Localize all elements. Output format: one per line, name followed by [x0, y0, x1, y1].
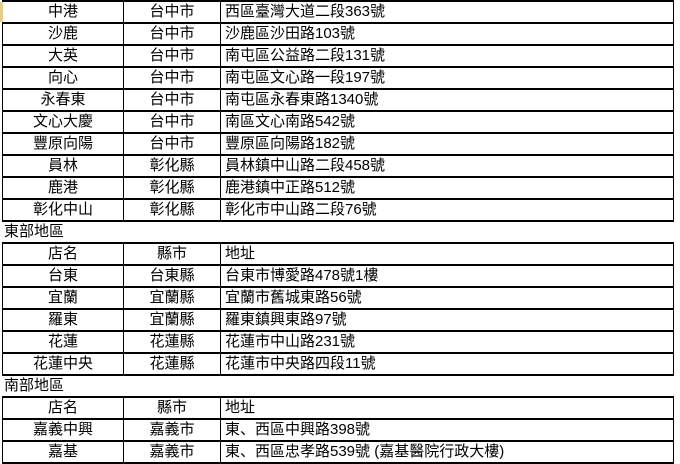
county-cell[interactable]: 台東縣: [123, 264, 221, 288]
county-cell[interactable]: 彰化縣: [123, 176, 221, 200]
table-row: 嘉義中興 嘉義市 東、西區中興路398號: [2, 418, 674, 442]
county-cell[interactable]: 台中市: [123, 110, 221, 134]
table-row: 彰化中山 彰化縣 彰化市中山路二段76號: [2, 198, 674, 222]
table-header-row: 店名 縣市 地址: [2, 396, 674, 420]
name-cell[interactable]: 員林: [2, 154, 124, 178]
name-cell[interactable]: 花蓮中央: [2, 352, 124, 376]
table-row: 宜蘭 宜蘭縣 宜蘭市舊城東路56號: [2, 286, 674, 310]
county-cell[interactable]: 宜蘭縣: [123, 308, 221, 332]
table-row: 中港 台中市 西區臺灣大道二段363號: [2, 0, 674, 24]
address-cell[interactable]: 宜蘭市舊城東路56號: [220, 286, 674, 310]
section-label: 東部地區: [0, 222, 680, 242]
table-row: 向心 台中市 南屯區文心路一段197號: [2, 66, 674, 90]
county-cell[interactable]: 彰化縣: [123, 154, 221, 178]
column-header-county[interactable]: 縣市: [123, 396, 221, 420]
name-cell[interactable]: 鹿港: [2, 176, 124, 200]
name-cell[interactable]: 向心: [2, 66, 124, 90]
table-row: 豐原向陽 台中市 豐原區向陽路182號: [2, 132, 674, 156]
column-header-county[interactable]: 縣市: [123, 242, 221, 266]
table-row: 員林 彰化縣 員林鎮中山路二段458號: [2, 154, 674, 178]
address-cell[interactable]: 彰化市中山路二段76號: [220, 198, 674, 222]
table-row: 花蓮 花蓮縣 花蓮市中山路231號: [2, 330, 674, 354]
address-cell[interactable]: 台東市博愛路478號1樓: [220, 264, 674, 288]
address-cell[interactable]: 南屯區永春東路1340號: [220, 88, 674, 112]
address-cell[interactable]: 東、西區忠孝路539號 (嘉基醫院行政大樓): [220, 440, 674, 464]
column-header-address[interactable]: 地址: [220, 242, 674, 266]
county-cell[interactable]: 嘉義市: [123, 418, 221, 442]
county-cell[interactable]: 花蓮縣: [123, 352, 221, 376]
address-cell[interactable]: 南區文心南路542號: [220, 110, 674, 134]
address-cell[interactable]: 東、西區中興路398號: [220, 418, 674, 442]
name-cell[interactable]: 永春東: [2, 88, 124, 112]
table-header-row: 店名 縣市 地址: [2, 242, 674, 266]
section-label: 南部地區: [0, 376, 680, 396]
table-row: 羅東 宜蘭縣 羅東鎮興東路97號: [2, 308, 674, 332]
address-cell[interactable]: 豐原區向陽路182號: [220, 132, 674, 156]
address-cell[interactable]: 羅東鎮興東路97號: [220, 308, 674, 332]
name-cell[interactable]: 台東: [2, 264, 124, 288]
address-cell[interactable]: 員林鎮中山路二段458號: [220, 154, 674, 178]
highlighted-cell-marker: [0, 2, 3, 22]
store-table: 店名 縣市 地址 台東 台東縣 台東市博愛路478號1樓 宜蘭 宜蘭縣 宜蘭市舊城東路56號 羅東…: [2, 242, 674, 376]
county-cell[interactable]: 台中市: [123, 88, 221, 112]
county-cell[interactable]: 花蓮縣: [123, 330, 221, 354]
table-row: 大英 台中市 南屯區公益路二段131號: [2, 44, 674, 68]
table-row: 文心大慶 台中市 南區文心南路542號: [2, 110, 674, 134]
county-cell[interactable]: 台中市: [123, 0, 221, 24]
address-cell[interactable]: 南屯區文心路一段197號: [220, 66, 674, 90]
address-cell[interactable]: 鹿港鎮中正路512號: [220, 176, 674, 200]
column-header-name[interactable]: 店名: [2, 396, 124, 420]
county-cell[interactable]: 宜蘭縣: [123, 286, 221, 310]
name-cell[interactable]: 羅東: [2, 308, 124, 332]
county-cell[interactable]: 台中市: [123, 132, 221, 156]
county-cell[interactable]: 台中市: [123, 44, 221, 68]
address-cell[interactable]: 西區臺灣大道二段363號: [220, 0, 674, 24]
name-cell[interactable]: 彰化中山: [2, 198, 124, 222]
county-cell[interactable]: 彰化縣: [123, 198, 221, 222]
table-row: 台東 台東縣 台東市博愛路478號1樓: [2, 264, 674, 288]
table-row: 花蓮中央 花蓮縣 花蓮市中央路四段11號: [2, 352, 674, 376]
store-table: 中港 台中市 西區臺灣大道二段363號 沙鹿 台中市 沙鹿區沙田路103號 大英 台中市 南屯區…: [2, 0, 674, 222]
county-cell[interactable]: 台中市: [123, 66, 221, 90]
name-cell[interactable]: 嘉基: [2, 440, 124, 464]
name-cell[interactable]: 宜蘭: [2, 286, 124, 310]
county-cell[interactable]: 台中市: [123, 22, 221, 46]
address-cell[interactable]: 花蓮市中山路231號: [220, 330, 674, 354]
name-cell[interactable]: 文心大慶: [2, 110, 124, 134]
table-row: 嘉基 嘉義市 東、西區忠孝路539號 (嘉基醫院行政大樓): [2, 440, 674, 464]
store-table: 店名 縣市 地址 嘉義中興 嘉義市 東、西區中興路398號 嘉基 嘉義市 東、西區忠孝路539號…: [2, 396, 674, 464]
name-cell[interactable]: 豐原向陽: [2, 132, 124, 156]
table-row: 鹿港 彰化縣 鹿港鎮中正路512號: [2, 176, 674, 200]
column-header-address[interactable]: 地址: [220, 396, 674, 420]
name-cell[interactable]: 嘉義中興: [2, 418, 124, 442]
column-header-name[interactable]: 店名: [2, 242, 124, 266]
table-row: 永春東 台中市 南屯區永春東路1340號: [2, 88, 674, 112]
name-cell[interactable]: 花蓮: [2, 330, 124, 354]
name-cell[interactable]: 沙鹿: [2, 22, 124, 46]
county-cell[interactable]: 嘉義市: [123, 440, 221, 464]
name-cell[interactable]: 大英: [2, 44, 124, 68]
address-cell[interactable]: 南屯區公益路二段131號: [220, 44, 674, 68]
address-cell[interactable]: 花蓮市中央路四段11號: [220, 352, 674, 376]
name-cell[interactable]: 中港: [2, 0, 124, 24]
table-row: 沙鹿 台中市 沙鹿區沙田路103號: [2, 22, 674, 46]
address-cell[interactable]: 沙鹿區沙田路103號: [220, 22, 674, 46]
